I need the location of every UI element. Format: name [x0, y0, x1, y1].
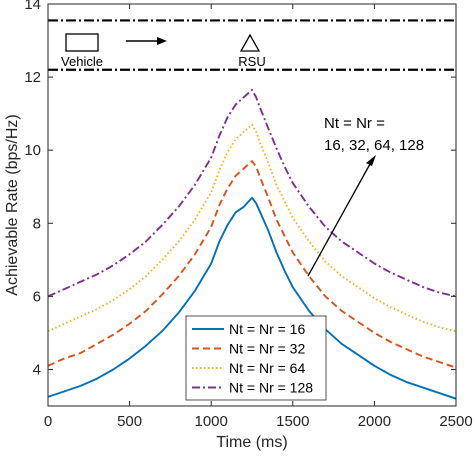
legend-label-2: Nt = Nr = 32	[229, 341, 305, 357]
rsu-label: RSU	[238, 54, 265, 69]
legend-label-3: Nt = Nr = 64	[229, 360, 305, 376]
vehicle-label: Vehicle	[61, 54, 103, 69]
y-tick-label: 12	[24, 69, 41, 86]
annotation-line-1: Nt = Nr =	[324, 115, 385, 132]
annotation-arrow-line	[307, 163, 371, 277]
y-tick-label: 14	[24, 0, 41, 13]
legend-label-4: Nt = Nr = 128	[229, 380, 313, 396]
series-line-4	[47, 88, 457, 298]
y-tick-label: 4	[33, 361, 41, 378]
series-line-1	[47, 196, 457, 400]
vehicle-icon	[65, 33, 99, 52]
y-tick-label: 10	[24, 142, 41, 159]
rsu-icon	[239, 33, 261, 52]
legend-box	[185, 315, 327, 401]
vehicle-scene: Vehicle RSU	[61, 33, 266, 69]
y-axis-label: Achievable Rate (bps/Hz)	[4, 114, 21, 295]
y-tick-label: 6	[33, 288, 41, 305]
annotation-arrow-head-icon	[366, 155, 376, 166]
x-tick-label: 1500	[276, 413, 309, 430]
x-tick-label: 1000	[195, 413, 228, 430]
annotation-line-2: 16, 32, 64, 128	[324, 137, 424, 154]
x-tick-label: 2000	[358, 413, 391, 430]
axes-box	[47, 3, 457, 407]
axes: 0 500 1000 1500 2000 2500 4 6 8 10 12 14	[24, 0, 472, 430]
legend: Nt = Nr = 16 Nt = Nr = 32 Nt = Nr = 64 Nt =…	[185, 315, 327, 401]
x-tick-label: 2500	[439, 413, 472, 430]
legend-label-1: Nt = Nr = 16	[229, 321, 305, 337]
y-tick-label: 8	[33, 215, 41, 232]
series-lines	[47, 88, 457, 400]
road-lines	[48, 19, 456, 71]
series-line-2	[47, 160, 457, 369]
arrow-head-icon	[157, 37, 167, 45]
x-tick-label: 0	[44, 413, 52, 430]
x-axis-label: Time (ms)	[216, 434, 287, 451]
x-tick-label: 500	[117, 413, 142, 430]
series-line-3	[47, 123, 457, 333]
antenna-annotation: Nt = Nr = 16, 32, 64, 128	[307, 115, 424, 277]
